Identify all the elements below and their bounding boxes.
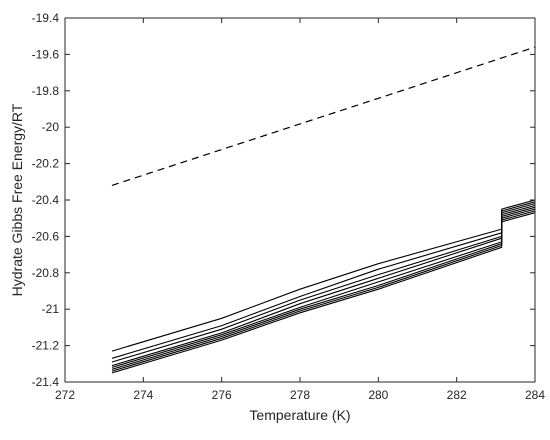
series-line-4 xyxy=(111,204,536,367)
series-line-dashed xyxy=(111,46,536,186)
x-tick-label: 276 xyxy=(212,388,232,402)
ticks-layer: 272 274 276 278 280 282 284 -21.4 -21.2 -21 -20.8 -… xyxy=(32,11,546,402)
x-axis-title: Temperature (K) xyxy=(249,407,350,423)
series-layer xyxy=(111,46,536,374)
y-tick-label: -20.6 xyxy=(32,229,60,243)
y-tick-label: -20.4 xyxy=(32,193,60,207)
y-tick-label: -21 xyxy=(42,302,60,316)
y-tick-label: -20.2 xyxy=(32,157,60,171)
series-line-2 xyxy=(111,201,536,359)
y-tick-label: -21.4 xyxy=(32,375,60,389)
y-tick-label: -19.4 xyxy=(32,11,60,25)
series-line-7 xyxy=(111,210,536,372)
series-line-3 xyxy=(111,203,536,363)
x-tick-label: 274 xyxy=(133,388,153,402)
series-line-8 xyxy=(111,212,536,374)
y-axis-title: Hydrate Gibbs Free Energy/RT xyxy=(9,103,25,296)
y-tick-label: -20.8 xyxy=(32,266,60,280)
x-tick-label: 278 xyxy=(290,388,310,402)
y-tick-label: -19.6 xyxy=(32,47,60,61)
y-tick-label: -21.2 xyxy=(32,339,60,353)
series-line-1 xyxy=(111,199,536,352)
plot-background xyxy=(65,18,535,382)
x-tick-label: 280 xyxy=(368,388,388,402)
x-tick-label: 284 xyxy=(525,388,545,402)
series-line-6 xyxy=(111,208,536,370)
y-tick-label: -20 xyxy=(42,120,60,134)
y-tick-label: -19.8 xyxy=(32,84,60,98)
x-tick-label: 272 xyxy=(55,388,75,402)
x-tick-label: 282 xyxy=(447,388,467,402)
series-line-5 xyxy=(111,206,536,368)
